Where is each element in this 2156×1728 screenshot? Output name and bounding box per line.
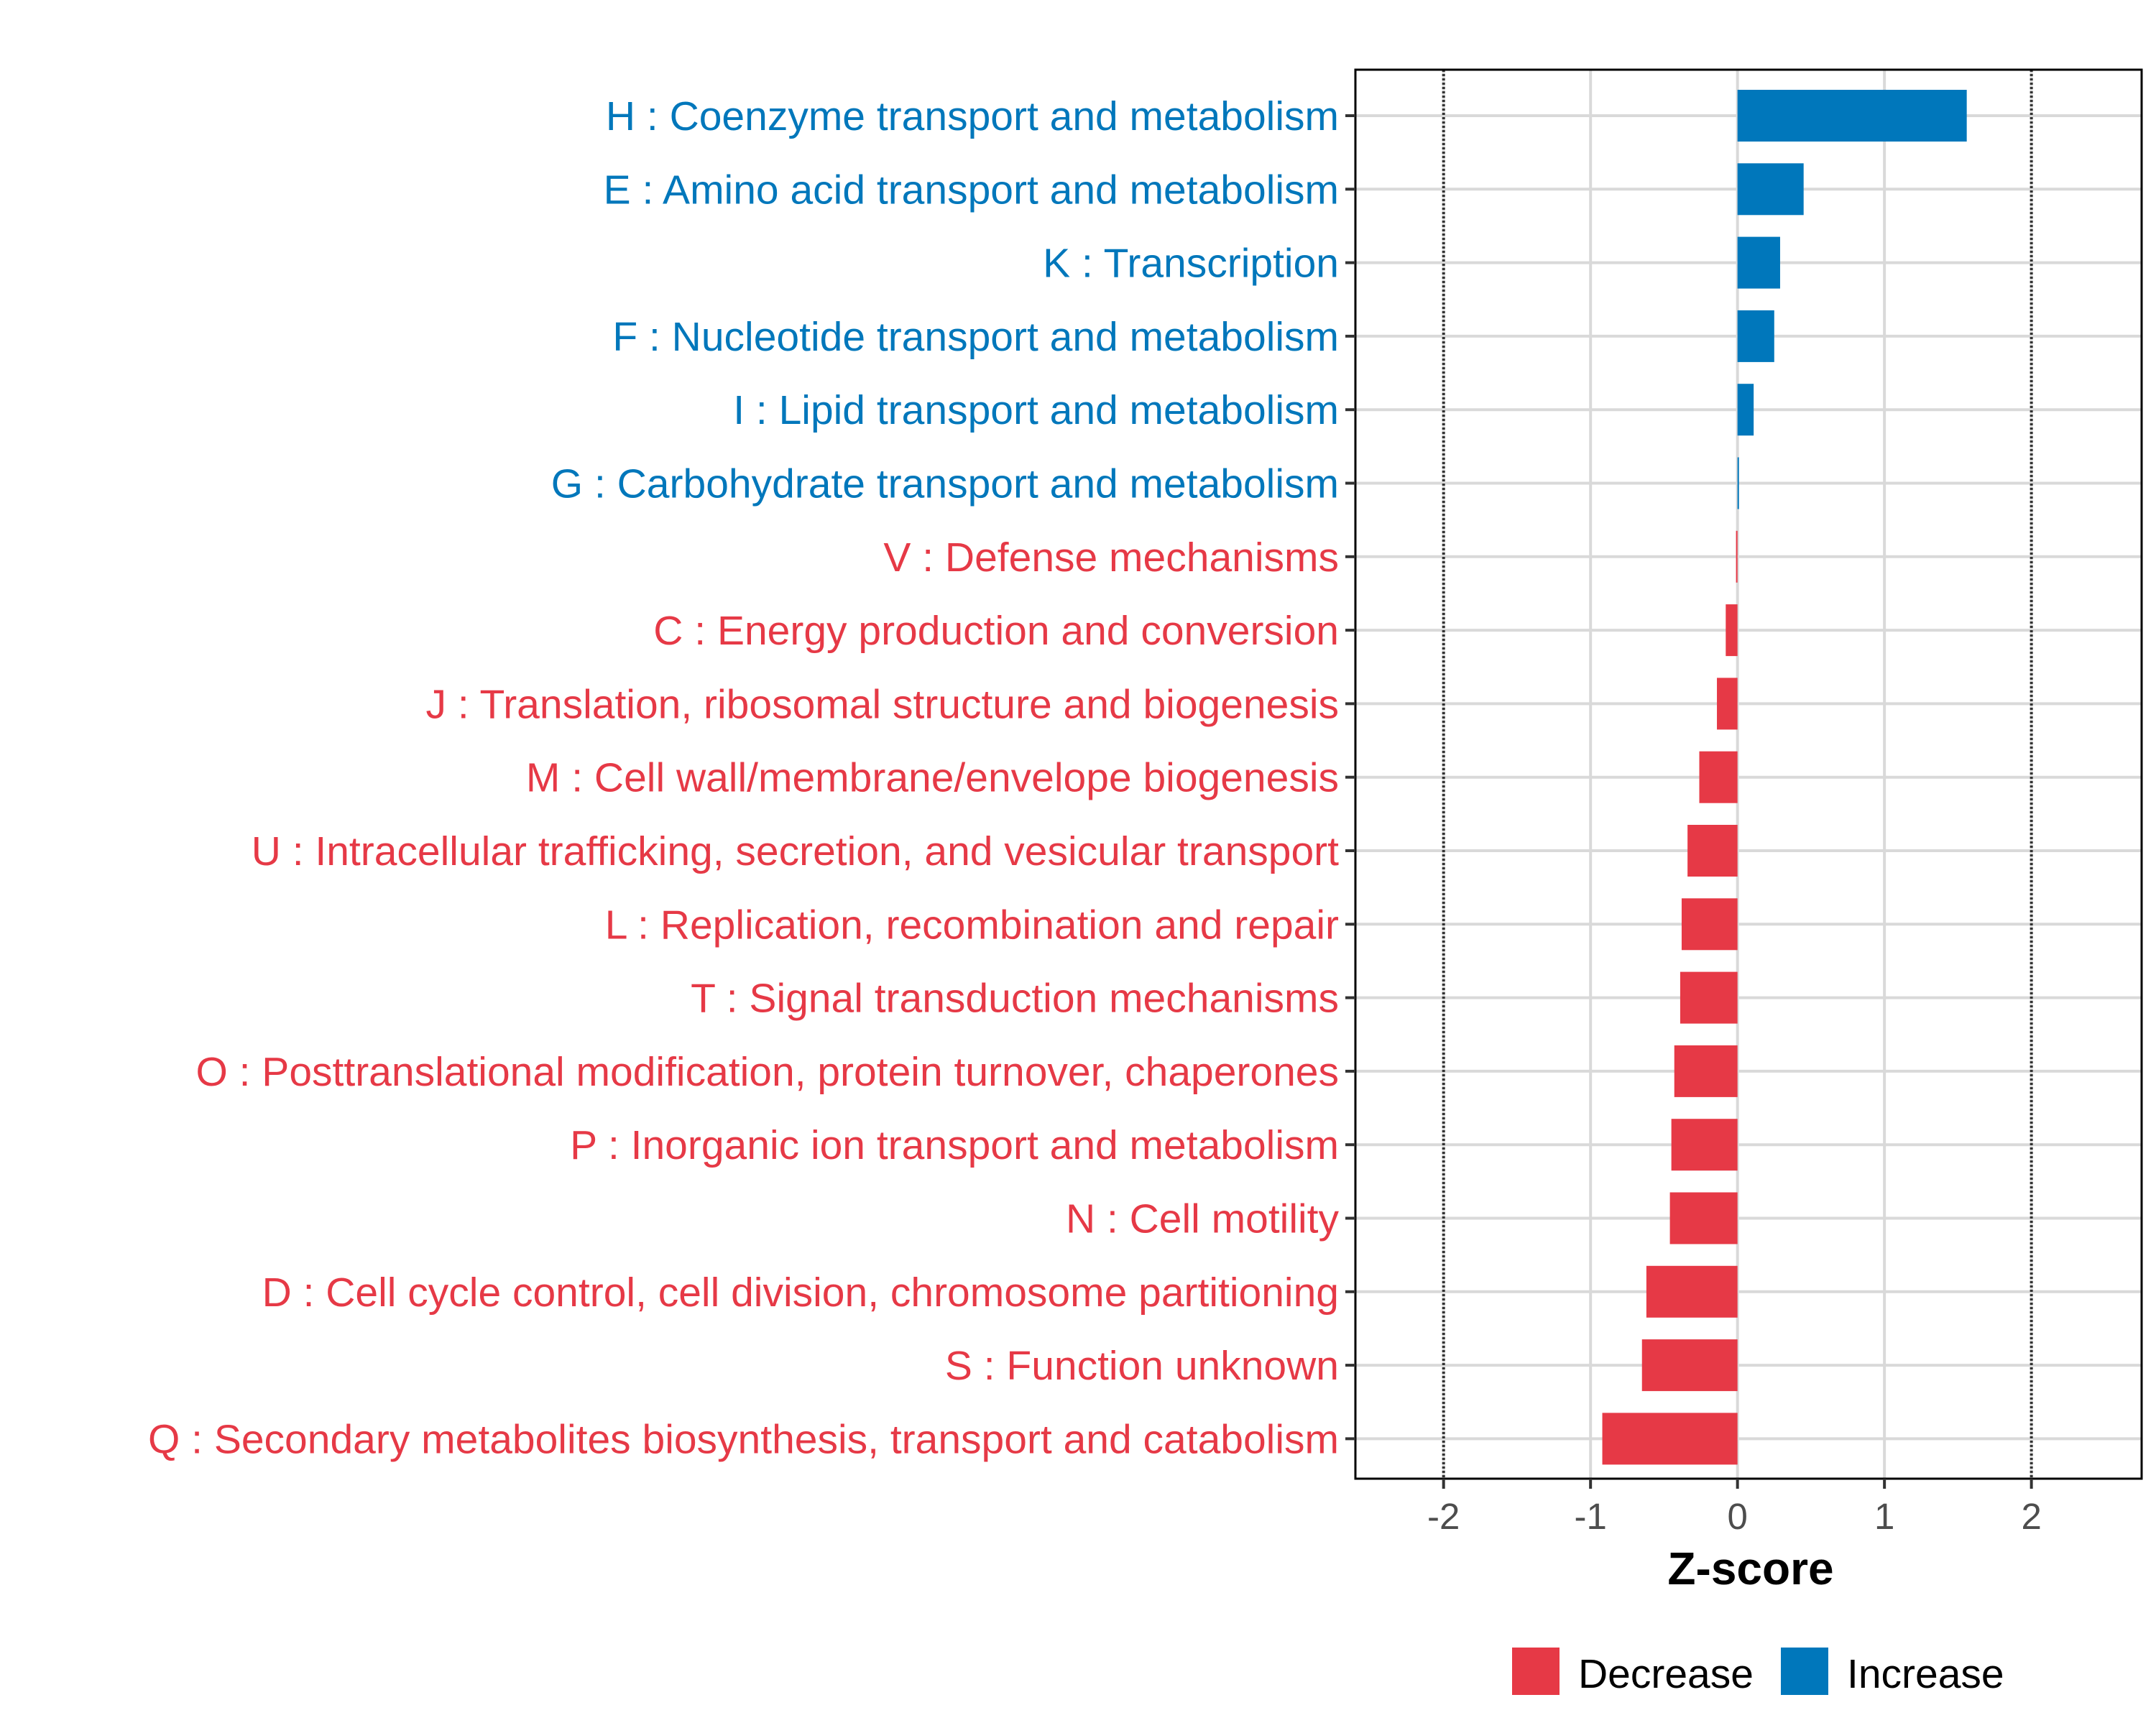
bar bbox=[1737, 236, 1780, 289]
category-label: G : Carbohydrate transport and metabolis… bbox=[551, 461, 1339, 507]
panel-border bbox=[1354, 68, 2143, 1480]
category-label: N : Cell motility bbox=[1066, 1196, 1340, 1242]
bar bbox=[1681, 898, 1738, 951]
bar bbox=[1680, 971, 1738, 1024]
legend-label-decrease: Decrease bbox=[1578, 1651, 1754, 1697]
legend-label-increase: Increase bbox=[1847, 1651, 2004, 1697]
category-label: E : Amino acid transport and metabolism bbox=[604, 167, 1339, 213]
bar bbox=[1736, 530, 1738, 583]
x-tick-label: 2 bbox=[2021, 1496, 2041, 1537]
category-label: S : Function unknown bbox=[945, 1343, 1339, 1389]
category-label: O : Posttranslational modification, prot… bbox=[195, 1049, 1339, 1095]
bar bbox=[1671, 1119, 1738, 1171]
legend: Decrease Increase bbox=[1512, 1648, 2004, 1697]
x-axis-ticks: -2 -1 0 1 2 bbox=[1427, 1479, 2042, 1537]
category-labels: H : Coenzyme transport and metabolism E :… bbox=[148, 93, 1340, 1462]
category-label: V : Defense mechanisms bbox=[883, 535, 1339, 581]
bar bbox=[1726, 604, 1738, 657]
category-label: D : Cell cycle control, cell division, c… bbox=[262, 1270, 1339, 1316]
bar bbox=[1717, 678, 1738, 730]
bar bbox=[1737, 384, 1754, 436]
bar bbox=[1699, 751, 1738, 803]
bar bbox=[1646, 1265, 1738, 1318]
bar bbox=[1641, 1339, 1738, 1392]
category-label: I : Lipid transport and metabolism bbox=[733, 387, 1339, 433]
category-label: Q : Secondary metabolites biosynthesis, … bbox=[148, 1416, 1339, 1462]
bar bbox=[1687, 825, 1738, 877]
x-tick-label: 1 bbox=[1874, 1496, 1894, 1537]
y-axis-ticks bbox=[1345, 114, 1355, 1441]
category-label: M : Cell wall/membrane/envelope biogenes… bbox=[526, 755, 1339, 801]
category-label: L : Replication, recombination and repai… bbox=[605, 902, 1339, 948]
bar bbox=[1737, 457, 1739, 509]
category-label: F : Nucleotide transport and metabolism bbox=[612, 314, 1339, 360]
bar bbox=[1737, 90, 1967, 142]
category-label: U : Intracellular trafficking, secretion… bbox=[252, 828, 1339, 874]
category-label: K : Transcription bbox=[1043, 241, 1339, 287]
category-label: H : Coenzyme transport and metabolism bbox=[606, 93, 1339, 139]
x-tick-label: -2 bbox=[1427, 1496, 1460, 1537]
category-label: C : Energy production and conversion bbox=[653, 608, 1339, 654]
bar bbox=[1674, 1045, 1738, 1097]
bar bbox=[1602, 1413, 1738, 1465]
category-label: T : Signal transduction mechanisms bbox=[691, 976, 1339, 1022]
x-tick-label: -1 bbox=[1574, 1496, 1606, 1537]
x-tick-label: 0 bbox=[1727, 1496, 1747, 1537]
bar bbox=[1669, 1192, 1738, 1244]
category-label: J : Translation, ribosomal structure and… bbox=[426, 681, 1339, 727]
x-axis-title: Z-score bbox=[1667, 1543, 1833, 1594]
category-label: P : Inorganic ion transport and metaboli… bbox=[570, 1122, 1339, 1168]
legend-swatch-decrease bbox=[1512, 1648, 1560, 1695]
legend-swatch-increase bbox=[1781, 1648, 1828, 1695]
bar-layer bbox=[1602, 90, 1967, 1465]
bar bbox=[1737, 310, 1774, 362]
bar bbox=[1737, 163, 1804, 216]
